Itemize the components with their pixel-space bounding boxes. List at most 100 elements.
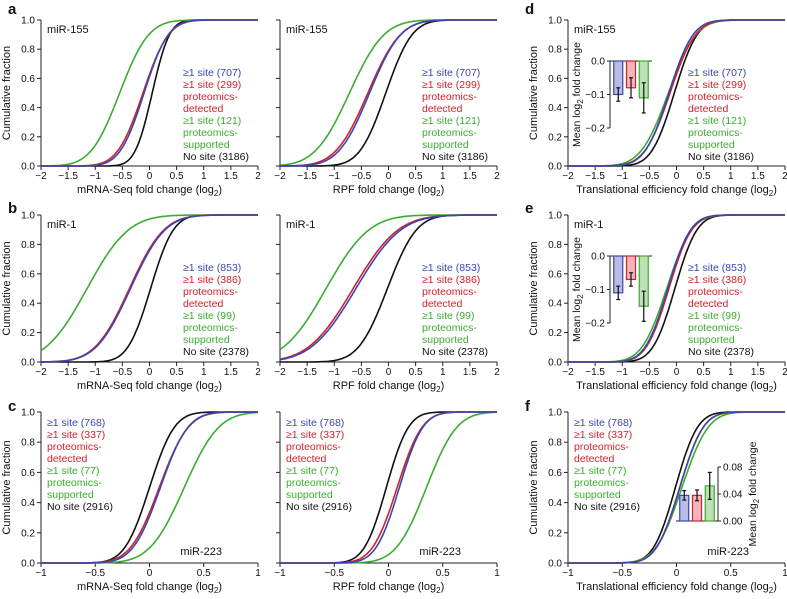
series-line-blue: [568, 19, 785, 167]
legend-entry: ≥1 site (707): [422, 67, 480, 79]
inset-y-tick-label: −0.2: [585, 124, 605, 135]
x-tick-label: −1: [35, 568, 47, 579]
legend-entry: proteomics-: [286, 477, 341, 489]
y-tick-label: 0.6: [548, 74, 562, 85]
x-tick-label: −1.5: [585, 367, 605, 378]
x-axis-label-sub: 2: [436, 189, 441, 198]
legend-entry: proteomics-: [688, 286, 743, 298]
panel-9: −1 −0.5 0 0.5 1 0.0 0.2 0.4 0.6 0.8 1.0 Translation…: [525, 398, 787, 595]
x-tick-label: 0: [147, 568, 153, 579]
y-tick-label: 0.6: [21, 468, 35, 479]
legend-entry: proteomics-: [286, 441, 341, 453]
panel-letter: c: [8, 398, 16, 415]
legend-entry: proteomics-: [183, 127, 238, 139]
legend-entry: proteomics-: [574, 477, 629, 489]
y-axis-label: Cumulative fraction: [1, 440, 13, 534]
x-tick-label: −1: [90, 367, 102, 378]
legend-entry: detected: [688, 103, 728, 115]
legend-entry: ≥1 site (386): [688, 274, 746, 286]
x-axis-label-main: RPF fold change (log: [333, 380, 436, 392]
x-axis-label-end: ): [773, 380, 777, 392]
legend-entry: ≥1 site (337): [47, 429, 105, 441]
legend-entry: No site (2916): [47, 501, 113, 513]
x-tick-label: −1.5: [297, 171, 317, 182]
x-axis-label-main: Translational efficiency fold change (lo…: [576, 581, 769, 593]
y-tick-label: 0.8: [548, 438, 562, 449]
y-axis-label: Cumulative fraction: [528, 241, 540, 335]
region-label: miR-1: [47, 219, 76, 231]
legend-entry: ≥1 site (299): [688, 79, 746, 91]
legend-entry: ≥1 site (853): [688, 262, 746, 274]
x-tick-label: −0.5: [352, 171, 372, 182]
legend-entry: supported: [422, 334, 469, 346]
series-line-blue: [568, 411, 785, 564]
y-axis-label: Cumulative fraction: [1, 241, 13, 335]
y-tick-label: 0.8: [548, 45, 562, 56]
inset-y-label: Mean log2 fold change: [571, 237, 585, 342]
x-tick-label: −1.5: [297, 367, 317, 378]
legend-entry: proteomics-: [183, 286, 238, 298]
y-tick-label: 1.0: [21, 211, 35, 222]
y-tick-label: 0.2: [21, 132, 35, 143]
x-axis-label-end: ): [441, 581, 445, 593]
x-axis-label-end: ): [441, 184, 445, 196]
legend-entry: supported: [422, 139, 469, 151]
x-axis-label-end: ): [218, 184, 222, 196]
x-tick-label: −0.5: [113, 367, 133, 378]
x-tick-label: 0.5: [436, 568, 450, 579]
x-tick-label: −1: [329, 367, 341, 378]
x-axis-label-end: ): [441, 380, 445, 392]
inset-y-label-end: fold change: [571, 42, 583, 99]
x-tick-label: −1: [617, 367, 629, 378]
legend-entry: proteomics-: [183, 322, 238, 334]
legend-entry: ≥1 site (768): [47, 417, 105, 429]
legend-entry: detected: [422, 103, 462, 115]
x-axis-label-main: Translational efficiency fold change (lo…: [576, 380, 769, 392]
panel-letter: b: [8, 200, 17, 217]
x-tick-label: 0.5: [697, 171, 711, 182]
inset-y-tick-label: 0.0: [591, 252, 605, 263]
x-tick-label: 1: [201, 171, 207, 182]
legend-entry: proteomics-: [688, 127, 743, 139]
y-tick-label: 0.4: [548, 498, 562, 509]
panel-8: −1 −0.5 0 0.5 1 RPF fold change (log2) miR-223…: [274, 411, 500, 595]
x-axis-label-sub: 2: [214, 586, 219, 595]
legend-entry: ≥1 site (337): [286, 429, 344, 441]
y-axis-label: Cumulative fraction: [528, 46, 540, 140]
x-tick-label: 2: [255, 367, 261, 378]
x-tick-label: 1: [440, 367, 446, 378]
y-tick-label: 0.0: [548, 162, 562, 173]
series-line-blue: [280, 411, 497, 564]
legend-entry: ≥1 site (121): [688, 115, 746, 127]
panel-letter: a: [8, 1, 17, 18]
x-tick-label: −1: [274, 568, 286, 579]
legend-entry: ≥1 site (99): [183, 310, 235, 322]
panel-letter: d: [525, 1, 534, 18]
x-tick-label: −0.5: [352, 367, 372, 378]
x-tick-label: 1: [728, 171, 734, 182]
y-tick-label: 0.4: [548, 299, 562, 310]
x-tick-label: 1: [494, 568, 500, 579]
y-tick-label: 0.6: [21, 74, 35, 85]
y-tick-label: 0.6: [548, 269, 562, 280]
x-tick-label: 0: [386, 171, 392, 182]
x-tick-label: 1: [728, 367, 734, 378]
y-tick-label: 1.0: [548, 211, 562, 222]
legend-entry: No site (2378): [422, 346, 488, 358]
panel-letter: e: [525, 200, 533, 217]
region-label: miR-1: [574, 219, 603, 231]
inset-y-label-main: Mean log: [571, 299, 583, 342]
x-tick-label: 1: [440, 171, 446, 182]
y-tick-label: 0.4: [21, 498, 35, 509]
y-tick-label: 0.2: [548, 132, 562, 143]
legend-entry: No site (2378): [688, 346, 754, 358]
y-tick-label: 0.6: [548, 468, 562, 479]
legend-entry: proteomics-: [422, 322, 477, 334]
x-tick-label: −2: [35, 171, 47, 182]
x-axis-label-sub: 2: [436, 385, 441, 394]
region-label: miR-155: [574, 24, 616, 36]
legend-entry: No site (2378): [183, 346, 249, 358]
y-tick-label: 0.8: [21, 240, 35, 251]
